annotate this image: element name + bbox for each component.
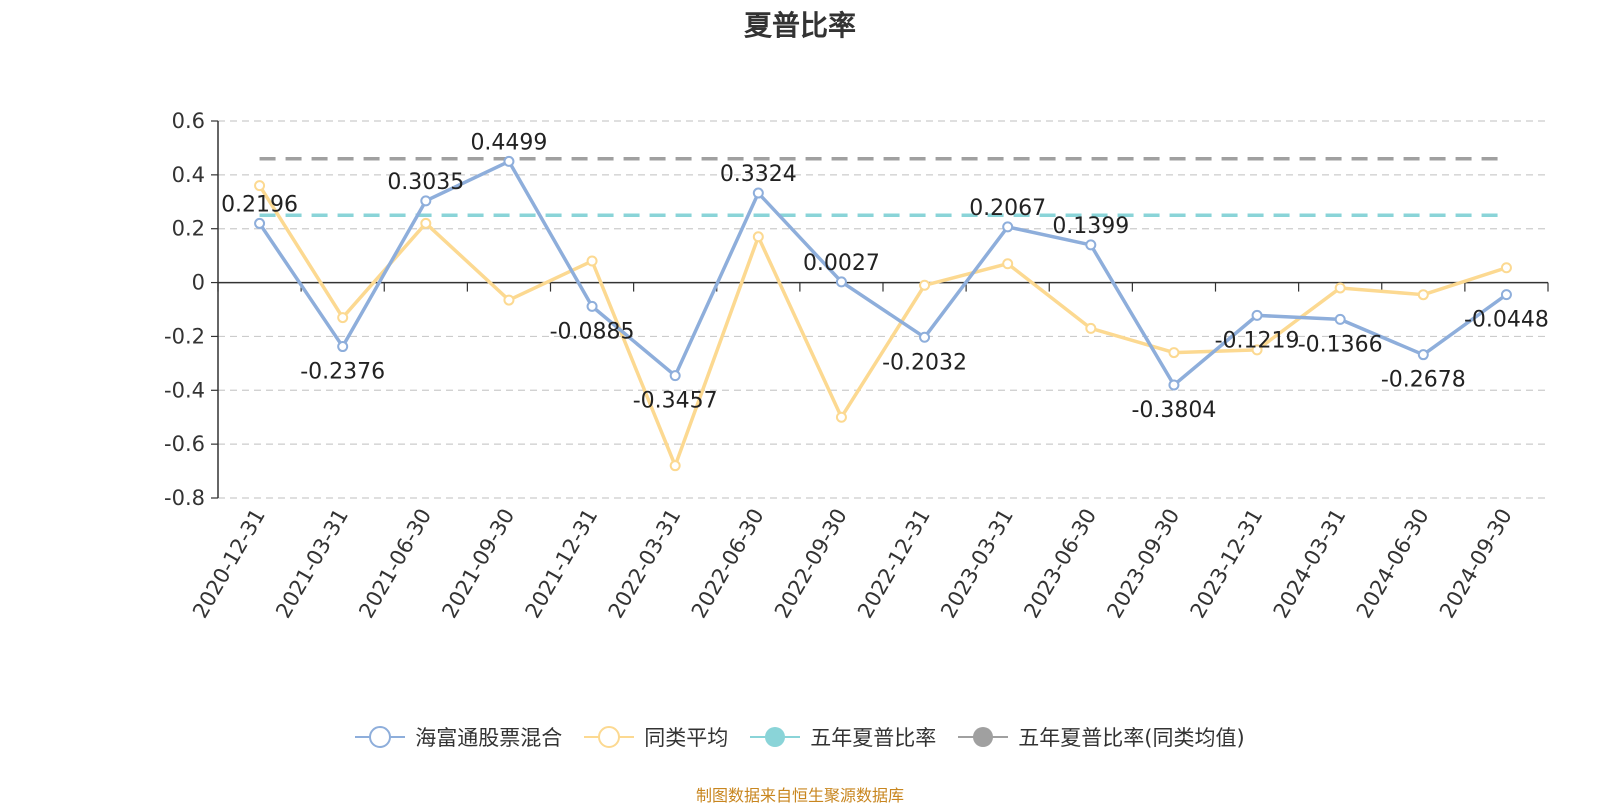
data-point-peer-average [254, 180, 266, 192]
legend-label-five-year-peer: 五年夏普比率(同类均值) [1018, 726, 1245, 750]
y-tick-label: -0.8 [164, 486, 205, 510]
x-tick-label: 2022-09-30 [770, 505, 852, 623]
data-point-fund [586, 300, 598, 312]
legend-marker-fund-icon [355, 726, 406, 748]
x-tick-label: 2023-09-30 [1102, 505, 1184, 623]
data-label: 0.0027 [803, 251, 880, 276]
data-point-peer-average [752, 231, 764, 243]
y-tick-label: 0.6 [172, 109, 205, 133]
data-label: -0.1219 [1215, 328, 1300, 353]
data-point-peer-average [337, 312, 349, 324]
data-label: 0.2067 [969, 196, 1046, 221]
data-point-peer-average [835, 411, 847, 423]
x-tick-label: 2020-12-31 [188, 505, 270, 623]
data-label: -0.2678 [1381, 368, 1466, 393]
series-line-fund [258, 159, 1508, 387]
data-point-fund [1334, 313, 1346, 325]
data-point-fund [1417, 349, 1429, 361]
x-tick-label: 2024-06-30 [1352, 505, 1434, 623]
y-tick-label: 0 [192, 271, 205, 295]
data-point-peer-average [1500, 262, 1512, 274]
legend-label-fund: 海富通股票混合 [415, 726, 563, 750]
x-tick-label: 2023-12-31 [1186, 505, 1268, 623]
chart-legend: 海富通股票混合 同类平均 五年夏普比率 五年夏普比率(同类均值) [0, 722, 1600, 752]
data-point-fund [1251, 309, 1263, 321]
y-tick-label: -0.4 [164, 378, 205, 402]
data-label: -0.2032 [882, 350, 967, 375]
x-tick-label: 2021-09-30 [437, 505, 519, 623]
data-point-fund [1168, 379, 1180, 391]
data-point-fund [669, 370, 681, 382]
data-label: -0.3457 [633, 389, 718, 414]
x-tick-label: 2024-09-30 [1435, 505, 1517, 623]
y-tick-label: -0.6 [164, 432, 205, 456]
data-label: 0.3324 [720, 162, 797, 187]
x-tick-label: 2022-03-31 [604, 505, 686, 623]
data-label: -0.3804 [1131, 398, 1216, 423]
legend-item-five-year-peer[interactable]: 五年夏普比率(同类均值) [958, 722, 1245, 752]
legend-item-fund[interactable]: 海富通股票混合 [355, 722, 562, 752]
data-point-fund [503, 155, 515, 167]
x-tick-label: 2021-12-31 [521, 505, 603, 623]
data-point-fund [1500, 289, 1512, 301]
x-tick-label: 2022-12-31 [853, 505, 935, 623]
legend-marker-peer-icon [584, 726, 635, 748]
legend-label-five-year: 五年夏普比率 [810, 726, 937, 750]
data-point-fund [420, 195, 432, 207]
series-line-peer-average [258, 184, 1507, 468]
data-label: 0.1399 [1052, 214, 1129, 239]
data-point-fund [337, 341, 349, 353]
x-tick-label: 2021-03-31 [271, 505, 353, 623]
data-label: -0.2376 [300, 360, 385, 385]
y-tick-label: -0.2 [164, 324, 205, 348]
data-point-fund [1085, 239, 1097, 251]
x-tick-label: 2021-06-30 [354, 505, 436, 623]
data-point-peer-average [1251, 344, 1263, 356]
data-label: -0.1366 [1298, 332, 1383, 357]
data-point-peer-average [669, 460, 681, 472]
legend-label-peer-average: 同类平均 [644, 726, 729, 750]
data-point-peer-average [1002, 258, 1014, 270]
data-point-peer-average [420, 217, 432, 229]
data-point-peer-average [1168, 347, 1180, 359]
data-point-fund [254, 217, 266, 229]
x-tick-label: 2023-03-31 [936, 505, 1018, 623]
chart-title: 夏普比率 [743, 9, 856, 42]
data-source-note: 制图数据来自恒生聚源数据库 [695, 786, 904, 805]
data-point-peer-average [1417, 289, 1429, 301]
data-point-fund [919, 331, 931, 343]
data-point-fund [752, 187, 764, 199]
x-tick-label: 2024-03-31 [1269, 505, 1351, 623]
y-tick-label: 0.2 [172, 217, 205, 241]
data-point-peer-average [586, 255, 598, 267]
data-label: 0.3035 [387, 170, 464, 195]
y-tick-label: 0.4 [172, 163, 205, 187]
legend-item-five-year[interactable]: 五年夏普比率 [750, 722, 936, 752]
data-label: -0.0448 [1464, 308, 1549, 333]
legend-marker-five-year-peer-icon [958, 727, 1009, 747]
data-label: 0.2196 [221, 192, 298, 217]
data-label: 0.4499 [470, 130, 547, 155]
data-point-peer-average [1085, 322, 1097, 334]
data-point-peer-average [503, 294, 515, 306]
x-tick-label: 2023-06-30 [1019, 505, 1101, 623]
legend-marker-five-year-icon [750, 727, 801, 747]
data-point-peer-average [919, 279, 931, 291]
data-point-fund [835, 276, 847, 288]
data-point-peer-average [1334, 282, 1346, 294]
legend-item-peer-average[interactable]: 同类平均 [584, 722, 728, 752]
data-point-fund [1002, 221, 1014, 233]
x-tick-label: 2022-06-30 [687, 505, 769, 623]
data-label: -0.0885 [550, 319, 635, 344]
